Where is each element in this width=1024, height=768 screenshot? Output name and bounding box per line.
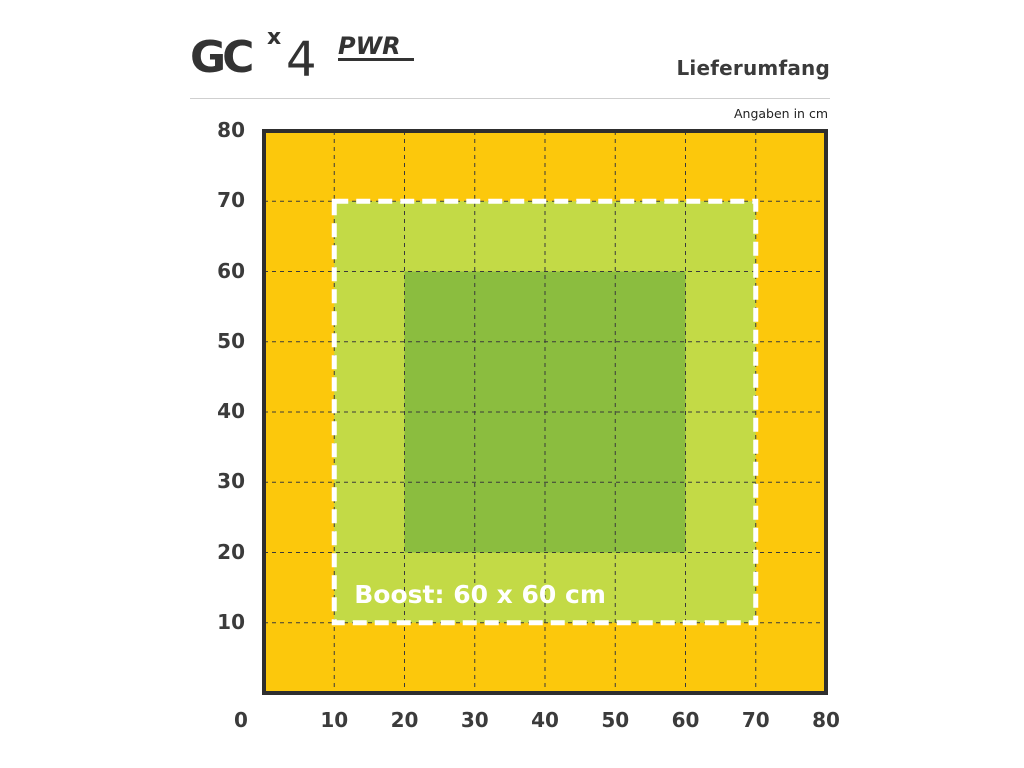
outer-frame [262, 129, 828, 695]
units-note: Angaben in cm [733, 106, 828, 121]
y-axis-tick-label: 70 [217, 188, 245, 213]
x-axis-tick-label: 40 [531, 708, 559, 732]
logo-underline [338, 58, 414, 61]
brand-logo-graphic: GC x 4 PWR [190, 25, 414, 82]
y-axis-tick-label: 50 [217, 328, 245, 353]
y-axis-tick-label: 40 [217, 399, 245, 423]
logo-model-prefix: x [267, 25, 281, 50]
x-axis-tick-label: 60 [671, 708, 700, 732]
x-axis-tick-label: 30 [460, 708, 489, 732]
x-axis-tick-label: 0 [234, 708, 248, 732]
x-axis-tick-label: 20 [390, 708, 419, 732]
logo-brand-text: GC [190, 32, 252, 82]
boost-area-outline [331, 198, 759, 626]
x-axis-tick-label: 50 [601, 708, 630, 732]
page-title: Lieferumfang [676, 56, 830, 80]
y-axis-tick-label: 30 [217, 469, 245, 494]
coverage-diagram: Boost: 60 x 60 cm [262, 129, 828, 699]
y-axis-tick-label: 20 [217, 539, 245, 564]
x-axis-tick-label: 80 [812, 708, 840, 732]
boost-area-label: Boost: 60 x 60 cm [354, 580, 606, 609]
brand-logo: GC x 4 PWR [190, 22, 430, 82]
y-axis-tick-label: 10 [217, 609, 245, 634]
coverage-grid: Boost: 60 x 60 cm [262, 129, 828, 695]
header-divider [190, 98, 830, 99]
logo-model-suffix: PWR [338, 32, 401, 60]
x-axis-tick-label: 70 [741, 708, 770, 732]
y-axis-tick-label: 60 [217, 258, 245, 283]
x-axis-tick-label: 10 [320, 708, 349, 732]
logo-model-number: 4 [286, 32, 317, 82]
y-axis-tick-label: 80 [217, 118, 245, 142]
